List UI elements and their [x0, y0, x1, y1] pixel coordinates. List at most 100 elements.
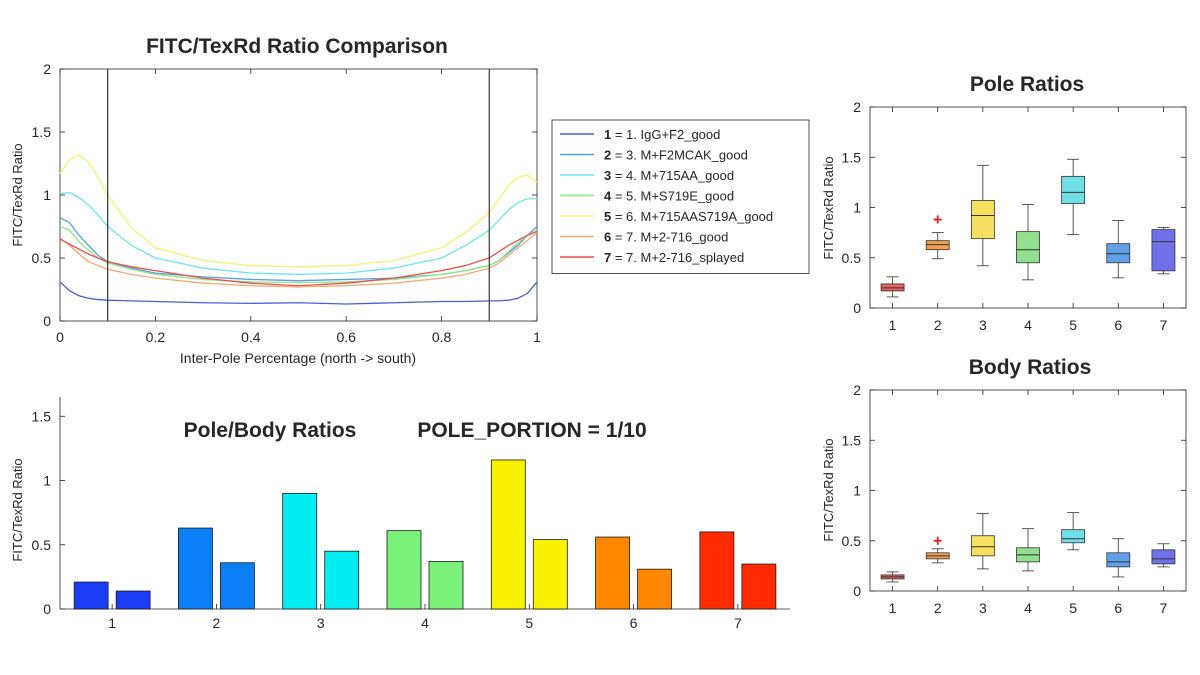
- line-chart-y-axis-label: FITC/TexRd Ratio: [10, 143, 25, 246]
- line-chart-y-tick-label: 1: [43, 187, 51, 203]
- pole-box-6: [1106, 243, 1131, 264]
- line-chart-y-tick-label: 1.5: [32, 124, 52, 140]
- legend-entry-4: 4 = 5. M+S719E_good: [604, 189, 734, 204]
- body-x-tick-label: 5: [1069, 600, 1077, 616]
- pole-box-4: [1016, 231, 1040, 264]
- bar-chart-x-tick-label: 5: [525, 615, 533, 631]
- legend-entry-key: 5: [604, 209, 611, 224]
- body-y-tick-label: 0: [853, 583, 861, 599]
- line-chart-plot-area: 0 0.5 1 1.5 2 0 0.2 0.4 0.6 0.8 1: [32, 61, 542, 345]
- body-box-7: [1151, 549, 1176, 565]
- pole-ratios-y-axis-label: FITC/TexRd Ratio: [821, 156, 836, 259]
- line-chart-x-tick-label: 1: [533, 329, 541, 345]
- legend-entry-label: = 5. M+S719E_good: [611, 189, 734, 204]
- bar-body-2: [220, 562, 255, 610]
- body-x-tick-label: 6: [1114, 600, 1122, 616]
- bar-pole-4: [386, 530, 422, 610]
- legend-box: [551, 119, 810, 274]
- bar-chart-x-tick-label: 1: [108, 615, 116, 631]
- legend-entry-label: = 4. M+715AA_good: [611, 168, 734, 183]
- pole-y-tick-label: 1: [853, 200, 861, 216]
- legend-entry-6: 6 = 7. M+2-716_good: [604, 230, 728, 245]
- body-ratios-plot-area: 0 0.5 1 1.5 2 1 2 3 4 5 6 7: [842, 382, 1187, 616]
- pole-outlier-2: [933, 215, 942, 224]
- line-series-6: [59, 232, 538, 288]
- bar-chart-title: Pole/Body Ratios: [184, 419, 357, 442]
- pole-ratios-title: Pole Ratios: [970, 73, 1084, 96]
- legend-entry-1: 1 = 1. IgG+F2_good: [604, 127, 720, 142]
- bar-pole-5: [490, 459, 526, 610]
- legend-entry-7: 7 = 7. M+2-716_splayed: [604, 250, 744, 265]
- body-y-tick-label: 2: [853, 382, 861, 398]
- line-chart-x-tick-label: 0: [56, 329, 64, 345]
- legend-entry-label: = 1. IgG+F2_good: [611, 127, 720, 142]
- bar-chart-y-tick-label: 1: [43, 473, 51, 489]
- bar-body-6: [637, 568, 672, 610]
- legend-entry-2: 2 = 3. M+F2MCAK_good: [604, 148, 748, 163]
- bar-chart-y-axis-label: FITC/TexRd Ratio: [10, 458, 25, 561]
- pole-x-tick-label: 2: [934, 317, 942, 333]
- legend-entry-key: 7: [604, 250, 611, 265]
- body-y-tick-label: 1.5: [842, 432, 862, 448]
- bar-body-1: [115, 590, 151, 610]
- bar-pole-1: [73, 581, 109, 610]
- line-series-7: [59, 230, 538, 287]
- pole-x-tick-label: 7: [1160, 317, 1168, 333]
- legend-entry-5: 5 = 6. M+715AAS719A_good: [604, 209, 773, 224]
- body-x-tick-label: 1: [889, 600, 897, 616]
- line-chart-y-tick-label: 0.5: [32, 250, 52, 266]
- body-x-tick-label: 3: [979, 600, 987, 616]
- legend-entry-label: = 3. M+F2MCAK_good: [611, 148, 748, 163]
- bar-chart-x-tick-label: 4: [421, 615, 429, 631]
- bar-body-5: [532, 539, 568, 610]
- line-chart-x-axis-label: Inter-Pole Percentage (north -> south): [180, 350, 416, 366]
- line-chart-x-tick-label: 0.6: [336, 329, 356, 345]
- pole-ratios-plot-area: 0 0.5 1 1.5 2 1 2 3 4 5 6 7: [842, 99, 1187, 333]
- pole-box-2: [925, 240, 950, 251]
- body-x-tick-label: 4: [1024, 600, 1032, 616]
- bar-pole-2: [178, 527, 213, 610]
- pole-y-tick-label: 0: [853, 300, 861, 316]
- pole-box-1: [880, 283, 905, 292]
- legend-entry-key: 6: [604, 230, 611, 245]
- line-series-3: [59, 191, 537, 276]
- body-x-tick-label: 7: [1160, 600, 1168, 616]
- line-chart-x-tick-label: 0.8: [432, 329, 452, 345]
- pole-x-tick-label: 1: [889, 317, 897, 333]
- bar-body-3: [324, 550, 360, 610]
- pole-box-3: [970, 200, 995, 240]
- bar-pole-7: [699, 531, 735, 610]
- body-box-5: [1061, 529, 1086, 544]
- body-ratios-title: Body Ratios: [969, 356, 1092, 379]
- pole-box-5: [1061, 175, 1086, 204]
- pole-ratios-panel: Pole Ratios FITC/TexRd Ratio 0 0.5 1 1.5 2 1 2…: [821, 73, 1187, 333]
- legend-entry-key: 1: [604, 127, 611, 142]
- legend-entry-label: = 7. M+2-716_splayed: [611, 250, 744, 265]
- bar-chart-panel: Pole/Body Ratios POLE_PORTION = 1/10 FIT…: [10, 397, 790, 631]
- legend-entry-key: 2: [604, 148, 611, 163]
- line-series-4: [59, 225, 538, 284]
- bar-chart-y-tick-label: 0.5: [32, 537, 52, 553]
- line-chart-title: FITC/TexRd Ratio Comparison: [146, 35, 448, 58]
- body-outlier-2: [933, 536, 942, 545]
- pole-x-tick-label: 3: [979, 317, 987, 333]
- bar-chart-plot-area: 0 0.5 1 1.5 1 2 3 4 5 6 7: [32, 397, 790, 631]
- legend-entry-key: 3: [604, 168, 611, 183]
- bar-body-4: [428, 561, 464, 610]
- pole-portion-annotation: POLE_PORTION = 1/10: [417, 419, 646, 442]
- body-y-tick-label: 1: [853, 483, 861, 499]
- line-chart-panel: FITC/TexRd Ratio Comparison FITC/TexRd R…: [10, 35, 541, 366]
- bar-pole-3: [282, 492, 318, 610]
- pole-x-tick-label: 5: [1069, 317, 1077, 333]
- legend-entry-3: 3 = 4. M+715AA_good: [604, 168, 734, 183]
- bar-chart-x-tick-label: 3: [317, 615, 325, 631]
- bar-chart-x-tick-label: 2: [213, 615, 221, 631]
- line-chart-x-tick-label: 0.2: [146, 329, 166, 345]
- pole-x-tick-label: 4: [1024, 317, 1032, 333]
- body-box-3: [970, 535, 995, 557]
- pole-y-tick-label: 0.5: [842, 250, 862, 266]
- bar-chart-y-tick-label: 1.5: [32, 408, 52, 424]
- legend-entry-label: = 7. M+2-716_good: [611, 230, 728, 245]
- pole-y-tick-label: 1.5: [842, 149, 862, 165]
